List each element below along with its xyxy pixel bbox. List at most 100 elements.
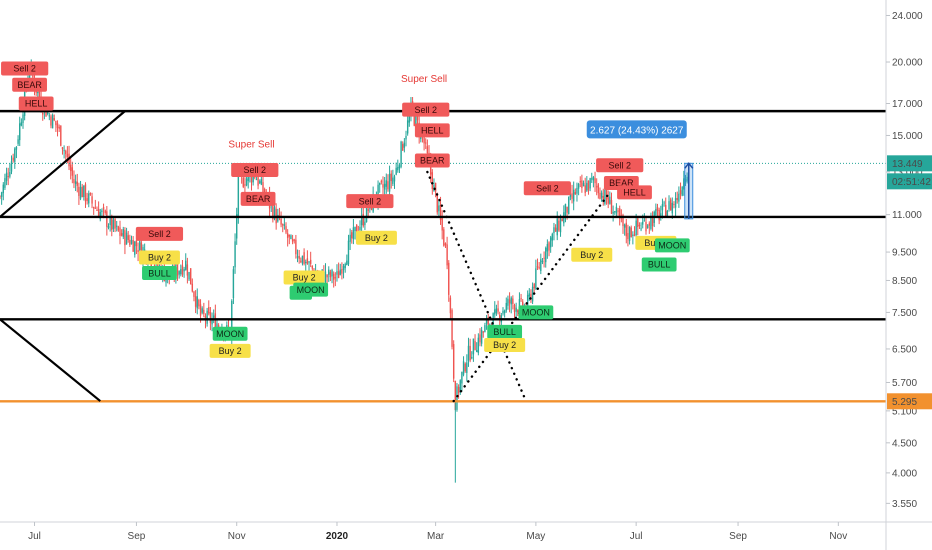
candle-body [132, 240, 134, 252]
signal-moon-label: MOON [522, 308, 550, 318]
candle-body [351, 232, 353, 239]
candle-body [242, 177, 244, 187]
candle-body [55, 120, 57, 126]
candle-body [469, 345, 471, 361]
candle-body [548, 242, 550, 251]
candle-body [517, 310, 519, 313]
candle-body [127, 235, 129, 240]
candle-body [577, 183, 580, 189]
signal-moon-label: BULL [148, 268, 171, 278]
candle-body [66, 154, 69, 158]
y-tick-label: 4.000 [892, 468, 917, 479]
signal-sell-label: HELL [25, 99, 48, 109]
candle-body [201, 308, 203, 313]
candle-body [97, 208, 100, 218]
candle-body [303, 252, 305, 264]
candle-body [137, 249, 139, 253]
candle-body [94, 207, 97, 209]
signal-moon-bg [293, 282, 329, 297]
candle-body [645, 221, 647, 232]
candle-body [79, 186, 82, 199]
candle-body [678, 193, 680, 202]
candle-body [452, 344, 455, 379]
candle-body [237, 173, 240, 219]
candle-body [380, 180, 383, 183]
signal-moon-label: MOON [297, 285, 325, 295]
candle-body [117, 226, 120, 231]
candle-body [538, 267, 540, 269]
candle-body [0, 196, 1, 198]
candle-body [96, 209, 98, 211]
candle-body [278, 214, 281, 217]
signal-moon-bg [212, 326, 248, 341]
price-axis[interactable]: 24.000 20.000 17.000 15.000 13.000 11.000 9.50… [886, 11, 923, 510]
signal-buy-label: Buy 2 [293, 273, 316, 283]
candle-body [484, 325, 486, 333]
candle-body [589, 178, 591, 189]
candle-body [679, 190, 682, 195]
candle-body [282, 224, 284, 226]
candle-body [413, 114, 415, 126]
candle-body [143, 249, 146, 251]
candle-body [674, 198, 677, 208]
candle-body [466, 362, 468, 373]
candle-body [20, 122, 23, 126]
signal-moon-bg [518, 305, 554, 320]
signal-buy-label: Buy 2 [219, 346, 242, 356]
x-tick-label: Nov [829, 531, 847, 542]
candle-body [551, 233, 554, 241]
candle-body [259, 181, 261, 183]
candle-body [336, 271, 338, 275]
candle-body [50, 116, 52, 126]
candle-body [571, 193, 573, 199]
candle-body [543, 257, 545, 259]
candle-body [627, 233, 629, 240]
candle-body [494, 309, 496, 315]
candle-body [109, 216, 111, 226]
candle-body [203, 309, 205, 315]
signal-moon-label: BULL [493, 327, 516, 337]
signal-buy-label: Buy 2 [148, 253, 171, 263]
time-axis[interactable]: Jul Sep Nov 2020 Mar May Jul Sep Nov [28, 522, 847, 542]
candle-body [42, 112, 44, 115]
candle-body [467, 345, 470, 361]
candle-body [99, 212, 101, 220]
signal-sell-bg [135, 226, 184, 241]
candle-body [561, 218, 563, 222]
signal-sell-bg [346, 194, 394, 209]
candle-body [7, 176, 9, 178]
candle-body [612, 211, 614, 214]
super-sell-annotation: Super Sell [401, 74, 447, 85]
candle-body [415, 114, 417, 129]
x-tick-label: Jul [28, 531, 41, 542]
candle-body [84, 184, 87, 202]
candle-body [637, 218, 639, 227]
candle-body [658, 209, 660, 221]
candle-body [176, 262, 179, 276]
candle-body [392, 177, 394, 184]
candle-body [63, 150, 65, 152]
candle-body [0, 192, 3, 197]
candle-body [337, 271, 340, 279]
candle-body [326, 274, 328, 278]
candle-body [655, 209, 657, 216]
candle-body [379, 182, 381, 186]
candle-body [362, 213, 364, 226]
signal-sell-label: Sell 2 [608, 160, 631, 170]
candle-body [28, 72, 31, 81]
measure-tool[interactable]: 2.627 (24.43%) 2627 [586, 120, 694, 220]
signal-moon-bg [142, 266, 177, 281]
candle-body [530, 293, 532, 300]
candle-body [619, 208, 621, 219]
candle-body [683, 178, 685, 190]
candle-body [385, 180, 387, 187]
y-tick-label: 17.000 [892, 99, 923, 110]
candle-body [286, 233, 289, 238]
orange-level-value: 5.295 [892, 397, 917, 408]
candle-body [520, 298, 522, 300]
signal-sell-bg [402, 102, 450, 117]
candle-body [681, 187, 683, 196]
candle-body [587, 180, 590, 191]
price-tags: 13.449 02:51:42 5.295 [887, 155, 932, 410]
